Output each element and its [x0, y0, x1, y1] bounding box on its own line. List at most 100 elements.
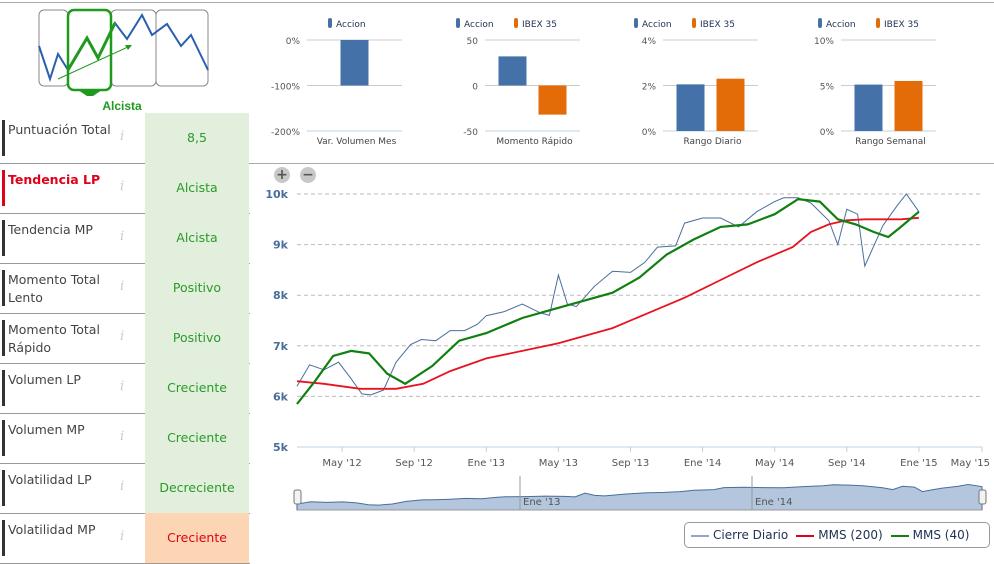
- legend-item-mms40[interactable]: MMS (40): [891, 528, 970, 542]
- legend-swatch: [328, 18, 332, 28]
- row-marker: [2, 170, 5, 206]
- y-tick-label: 6k: [273, 390, 289, 403]
- y-tick-label: 0: [472, 83, 478, 93]
- navigator-label: Ene '13: [523, 497, 560, 508]
- legend-label[interactable]: IBEX 35: [522, 20, 557, 30]
- indicator-value: Decreciente: [145, 463, 249, 513]
- legend-label[interactable]: IBEX 35: [884, 20, 919, 30]
- y-tick-label: 7k: [273, 340, 289, 353]
- row-marker: [2, 120, 5, 156]
- legend-label[interactable]: Accion: [642, 20, 672, 30]
- chart-title: Momento Rápido: [496, 137, 573, 147]
- bar[interactable]: [341, 40, 369, 86]
- legend-swatch: [456, 18, 460, 28]
- series-line-1[interactable]: [297, 218, 919, 389]
- y-tick-label: -50: [463, 128, 478, 138]
- top-divider: [0, 2, 994, 3]
- indicator-row: Momento Total Lento i Positivo: [0, 263, 250, 314]
- bar[interactable]: [499, 56, 527, 85]
- indicator-value: Positivo: [145, 313, 249, 363]
- y-tick-label: 9k: [273, 239, 289, 252]
- info-icon[interactable]: i: [120, 329, 124, 344]
- legend-item-cierre[interactable]: Cierre Diario: [691, 528, 788, 542]
- info-icon[interactable]: i: [120, 229, 124, 244]
- row-marker: [2, 420, 5, 456]
- info-icon[interactable]: i: [120, 379, 124, 394]
- chart-title: Var. Volumen Mes: [317, 137, 397, 147]
- y-tick-label: 5%: [820, 83, 835, 93]
- legend-label[interactable]: Accion: [826, 20, 856, 30]
- y-tick-label: 2%: [642, 83, 657, 93]
- legend-swatch: [876, 18, 880, 28]
- indicator-row: Volatilidad MP i Creciente: [0, 513, 250, 564]
- info-icon[interactable]: i: [120, 129, 124, 144]
- info-icon[interactable]: i: [120, 429, 124, 444]
- indicator-label: Volatilidad MP: [8, 521, 118, 539]
- legend-item-mms200[interactable]: MMS (200): [796, 528, 882, 542]
- indicator-value: Alcista: [145, 213, 249, 263]
- navigator-area[interactable]: [297, 485, 982, 511]
- indicator-row: Volatilidad LP i Decreciente: [0, 463, 250, 514]
- bar[interactable]: [677, 84, 705, 131]
- indicator-label: Volumen LP: [8, 371, 118, 389]
- indicator-value: 8,5: [145, 113, 249, 163]
- y-tick-label: 0%: [820, 128, 835, 138]
- indicator-row: Tendencia MP i Alcista: [0, 213, 250, 264]
- bar[interactable]: [539, 86, 567, 115]
- row-marker: [2, 270, 5, 306]
- x-tick-label: Sep '13: [612, 458, 650, 469]
- trend-label: Alcista: [30, 99, 214, 113]
- series-line-2[interactable]: [297, 199, 919, 404]
- y-tick-label: 5k: [273, 441, 289, 454]
- indicator-label: Puntuación Total: [8, 121, 118, 139]
- navigator-label: Ene '14: [755, 497, 792, 508]
- indicator-label: Tendencia MP: [8, 221, 118, 239]
- indicator-value: Positivo: [145, 263, 249, 313]
- bar[interactable]: [895, 81, 923, 131]
- indicator-label: Momento Total Rápido: [8, 321, 118, 357]
- legend-label[interactable]: IBEX 35: [700, 20, 735, 30]
- y-tick-label: 10%: [814, 37, 834, 47]
- indicator-row: Volumen LP i Creciente: [0, 363, 250, 414]
- row-marker: [2, 470, 5, 506]
- y-tick-label: 50: [467, 37, 479, 47]
- indicator-row: Momento Total Rápido i Positivo: [0, 313, 250, 364]
- navigator-handle[interactable]: [294, 490, 301, 504]
- y-tick-label: 8k: [273, 289, 289, 302]
- info-icon[interactable]: i: [120, 529, 124, 544]
- row-marker: [2, 520, 5, 556]
- info-icon[interactable]: i: [120, 179, 124, 194]
- indicator-row: Volumen MP i Creciente: [0, 413, 250, 464]
- row-marker: [2, 370, 5, 406]
- indicator-value: Creciente: [145, 413, 249, 463]
- indicator-label: Volumen MP: [8, 421, 118, 439]
- indicator-label: Momento Total Lento: [8, 271, 118, 307]
- x-tick-label: May '15: [951, 458, 990, 469]
- info-icon[interactable]: i: [120, 279, 124, 294]
- indicator-label: Tendencia LP: [8, 171, 118, 189]
- legend-label[interactable]: Accion: [336, 20, 366, 30]
- x-tick-label: Ene '15: [900, 458, 937, 469]
- info-icon[interactable]: i: [120, 479, 124, 494]
- bar[interactable]: [717, 79, 745, 131]
- mini-bar-chart: Accion IBEX 35 50 0 -50 Momento Rápido: [440, 10, 610, 150]
- legend-swatch: [818, 18, 822, 28]
- x-tick-label: Sep '14: [828, 458, 866, 469]
- y-tick-label: 0%: [286, 37, 301, 47]
- indicator-row: Tendencia LP i Alcista: [0, 163, 250, 214]
- chart-title: Rango Diario: [683, 137, 742, 147]
- indicator-row: Puntuación Total i 8,5: [0, 113, 250, 164]
- x-tick-label: Ene '13: [468, 458, 505, 469]
- row-marker: [2, 220, 5, 256]
- row-marker: [2, 320, 5, 356]
- navigator-handle[interactable]: [979, 490, 986, 504]
- legend-label[interactable]: Accion: [464, 20, 494, 30]
- bar[interactable]: [855, 85, 883, 131]
- chart-legend: Cierre Diario MMS (200) MMS (40): [684, 522, 990, 548]
- y-tick-label: 4%: [642, 37, 657, 47]
- x-tick-label: May '12: [322, 458, 361, 469]
